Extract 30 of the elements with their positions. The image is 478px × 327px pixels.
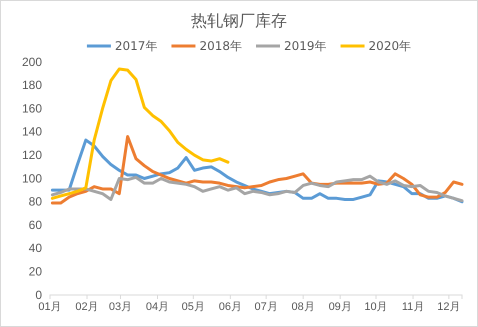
- y-tick-label: 200: [22, 54, 42, 69]
- y-tick-label: 80: [28, 194, 42, 209]
- x-tick-label: 10月: [364, 300, 388, 313]
- y-tick-label: 160: [22, 101, 42, 116]
- x-tick-label: 03月: [108, 300, 132, 313]
- x-tick-label: 05月: [182, 300, 205, 313]
- y-tick-label: 0: [35, 288, 42, 302]
- y-tick-label: 100: [22, 171, 42, 186]
- y-tick-label: 120: [22, 148, 42, 162]
- x-tick-label: 02月: [75, 300, 99, 313]
- chart-title: 热轧钢厂库存: [191, 11, 287, 30]
- y-tick-label: 20: [28, 264, 42, 279]
- x-tick-label: 08月: [292, 300, 315, 313]
- y-tick-label: 60: [28, 218, 42, 232]
- x-tick-label: 11月: [402, 300, 424, 313]
- y-tick-label: 140: [22, 124, 42, 139]
- y-tick-label: 40: [28, 241, 42, 256]
- x-tick-label: 01月: [38, 300, 62, 313]
- line-series: [50, 174, 464, 202]
- y-tick-label: 180: [22, 78, 42, 92]
- legend-label: 2019年: [284, 39, 327, 53]
- legend-label: 2017年: [114, 39, 158, 53]
- legend-label: 2018年: [199, 39, 242, 53]
- x-tick-label: 06月: [218, 300, 242, 313]
- x-tick-label: 04月: [146, 300, 170, 313]
- x-tick-label: 09月: [328, 300, 352, 313]
- x-tick-label: 12月: [437, 300, 460, 313]
- x-tick-label: 07月: [254, 300, 278, 313]
- line-series: [50, 67, 230, 200]
- legend-label: 2020年: [368, 39, 412, 53]
